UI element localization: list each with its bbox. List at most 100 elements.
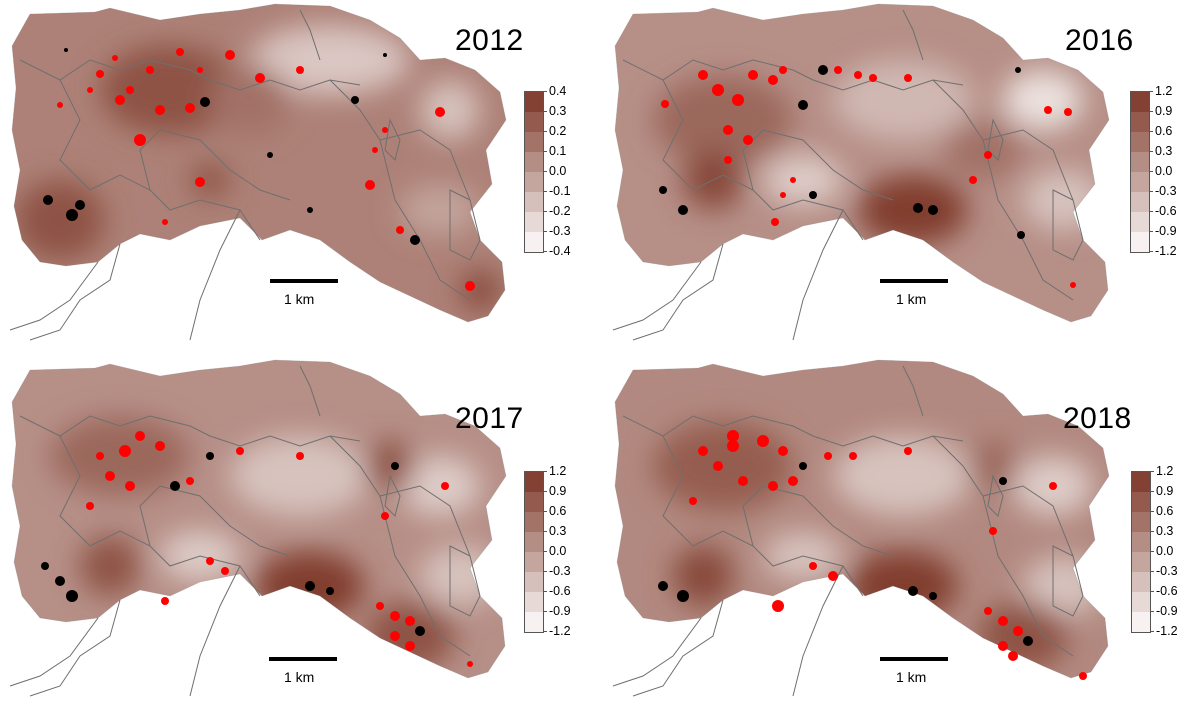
- positive-point: [134, 134, 146, 146]
- legend-swatch: [525, 492, 543, 512]
- heatmap-region: [365, 601, 455, 671]
- boundary-line: [792, 565, 844, 697]
- legend-tick-label: 0.3: [549, 104, 567, 118]
- positive-point: [372, 147, 378, 153]
- positive-point: [119, 445, 131, 457]
- legend-tick-label: 0.9: [1156, 484, 1174, 498]
- legend-tick-label: 0.6: [1156, 504, 1174, 518]
- negative-point: [659, 186, 667, 194]
- heatmap-region: [653, 75, 793, 165]
- boundary-line: [449, 545, 481, 617]
- positive-point: [780, 192, 786, 198]
- heatmap-region: [1003, 70, 1083, 130]
- legend-swatch: [525, 212, 543, 232]
- boundary-line: [612, 617, 702, 687]
- heatmap-region: [763, 155, 843, 205]
- panel-year-label: 2012: [455, 24, 524, 57]
- legend-swatch: [1131, 152, 1149, 172]
- heatmap-region: [848, 551, 958, 621]
- legend-swatch: [525, 592, 543, 612]
- positive-point: [86, 502, 94, 510]
- map-panel-2016: 2016 1 km 1.2 0.9 0.6 0.3 0.0 -0.3 -0.6 -0.9 -1.…: [603, 0, 1193, 350]
- positive-point: [96, 70, 104, 78]
- legend-swatch: [1131, 212, 1149, 232]
- positive-point: [724, 156, 732, 164]
- legend-tick-mark: [543, 611, 547, 612]
- negative-point: [929, 592, 937, 600]
- legend-swatch: [525, 112, 543, 132]
- positive-point: [1013, 626, 1023, 636]
- boundary-line: [662, 79, 864, 241]
- boundary-line: [9, 261, 99, 331]
- negative-point: [66, 209, 78, 221]
- legend-swatch: [525, 612, 543, 632]
- negative-point: [326, 587, 334, 595]
- positive-point: [809, 562, 817, 570]
- legend-tick-mark: [1149, 91, 1153, 92]
- legend-tick-label: -0.3: [549, 564, 571, 578]
- positive-point: [998, 616, 1008, 626]
- heatmap-region: [400, 456, 480, 516]
- positive-point: [712, 84, 724, 96]
- positive-point: [771, 218, 779, 226]
- legend-tick-mark: [1150, 631, 1154, 632]
- positive-point: [723, 125, 733, 135]
- positive-point: [768, 75, 778, 85]
- boundary-line: [902, 365, 924, 417]
- negative-point: [1015, 67, 1021, 73]
- boundary-line: [19, 59, 361, 91]
- boundary-line: [189, 565, 241, 697]
- positive-point: [984, 151, 992, 159]
- positive-point: [115, 95, 125, 105]
- heatmap-region: [50, 416, 190, 496]
- positive-point: [1044, 106, 1052, 114]
- legend-swatch: [525, 552, 543, 572]
- positive-point: [57, 102, 63, 108]
- legend-tick-label: 0.3: [549, 524, 567, 538]
- positive-point: [405, 616, 415, 626]
- study-area-outline: [11, 359, 507, 679]
- legend-tick-label: -0.6: [1156, 584, 1178, 598]
- positive-point: [732, 94, 744, 106]
- legend-tick-mark: [543, 491, 547, 492]
- legend-swatch: [1132, 552, 1150, 572]
- heatmap-region: [943, 120, 1023, 180]
- boundary-line: [987, 118, 1004, 161]
- legend-tick-label: -0.6: [549, 584, 571, 598]
- legend-tick-label: -1.2: [549, 624, 571, 638]
- legend-tick-mark: [543, 571, 547, 572]
- legend-swatch: [525, 92, 543, 112]
- legend-swatch: [525, 192, 543, 212]
- legend-tick-label: -0.4: [549, 244, 571, 258]
- negative-point: [206, 452, 214, 460]
- study-area-outline: [11, 3, 507, 323]
- boundary-line: [139, 129, 291, 201]
- legend-tick-mark: [543, 231, 547, 232]
- legend-tick-label: -0.3: [1156, 564, 1178, 578]
- positive-point: [772, 600, 784, 612]
- positive-point: [381, 512, 389, 520]
- positive-point: [727, 440, 739, 452]
- positive-point: [396, 226, 404, 234]
- positive-point: [849, 452, 857, 460]
- legend-tick-label: 0.2: [549, 124, 567, 138]
- boundary-line: [612, 261, 702, 331]
- positive-point: [824, 452, 832, 460]
- legend-swatch: [1131, 132, 1149, 152]
- legend-tick-label: 0.9: [1155, 104, 1173, 118]
- color-legend: [524, 91, 544, 253]
- positive-point: [854, 71, 862, 79]
- positive-point: [748, 70, 758, 80]
- boundary-line: [384, 118, 401, 161]
- boundary-line: [902, 9, 924, 61]
- negative-point: [913, 203, 923, 213]
- legend-tick-mark: [543, 111, 547, 112]
- boundary-line: [329, 79, 471, 201]
- legend-tick-label: 0.0: [1156, 544, 1174, 558]
- boundary-line: [622, 59, 964, 91]
- legend-swatch: [525, 172, 543, 192]
- legend-tick-label: -1.2: [1156, 624, 1178, 638]
- legend-tick-label: -0.9: [1156, 604, 1178, 618]
- positive-point: [904, 74, 912, 82]
- heatmap-region: [250, 25, 410, 95]
